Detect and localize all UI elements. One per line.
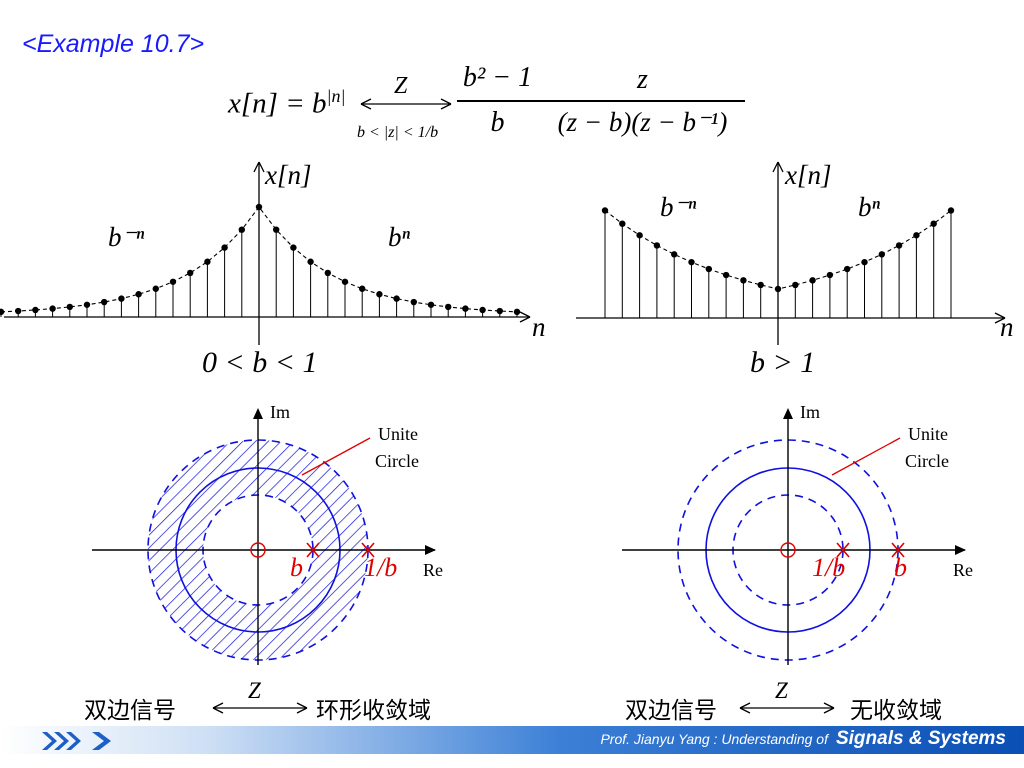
caption-left-result: 环形收敛域: [316, 698, 431, 724]
stem-point: [32, 306, 39, 314]
zplane-left-im-label: Im: [270, 402, 290, 422]
zplane-left: [80, 400, 520, 690]
unit-circle-pointer: [831, 437, 901, 476]
stem-point: [187, 269, 194, 277]
transform-formula: x[n] = b|n| Z b < |z| < 1/b b² − 1 b z (…: [0, 0, 1024, 170]
transform-arrow: [360, 98, 452, 110]
zplane-left-pole1-label: b: [290, 553, 303, 582]
stem-point: [722, 271, 730, 279]
stem-series: [601, 207, 955, 318]
zplane-right-pole1-label: 1/b: [812, 553, 846, 582]
footer-gradient-band: [0, 726, 1024, 754]
stem-point: [671, 251, 678, 258]
frac1-numerator: b² − 1: [462, 62, 533, 93]
zero-at-origin-icon: [250, 542, 266, 558]
zplane-left-re-label: Re: [423, 560, 443, 580]
plot-left-y-label: x[n]: [265, 160, 312, 190]
stem-series: [0, 203, 521, 317]
caption-right-z: Z: [775, 678, 788, 703]
plot-right-y-label: x[n]: [785, 160, 832, 190]
stem-point: [101, 298, 108, 306]
stem-plot-left: [0, 161, 531, 345]
caption-right-arrow: [739, 702, 835, 714]
zplane-left-unit-label-2: Circle: [375, 451, 419, 471]
re-axis-arrow-icon: [425, 545, 436, 555]
pole-inv-b-icon: [836, 542, 850, 558]
stem-point: [913, 232, 920, 239]
stem-point: [359, 285, 366, 292]
unit-circle-pointer: [301, 437, 371, 476]
plot-right-right-expr: bⁿ: [858, 192, 881, 222]
plot-right-condition: b > 1: [750, 346, 816, 379]
footer-prof: Prof. Jianyu Yang : Understanding of: [600, 731, 828, 747]
formula-roc: b < |z| < 1/b: [357, 124, 439, 141]
stem-point: [895, 242, 903, 249]
pole-b-icon: [891, 542, 905, 558]
stem-point: [653, 242, 661, 249]
zplane-right-im-label: Im: [800, 402, 820, 422]
envelope-dashed: [0, 206, 518, 313]
frac2-bar: [540, 100, 745, 102]
formula-lhs: x[n] = b|n|: [228, 86, 346, 120]
plot-left-left-expr: b⁻ⁿ: [108, 222, 145, 252]
slide-title: <Example 10.7>: [22, 30, 205, 58]
stem-point: [135, 291, 142, 298]
zplane-right-unit-label-1: Unite: [908, 424, 948, 444]
formula-lhs-exponent: |n|: [326, 86, 346, 106]
re-axis-arrow-icon: [955, 545, 966, 555]
zplane-right-pole2-label: b: [894, 553, 907, 582]
plot-left-right-expr: bⁿ: [388, 222, 411, 252]
footer-credit: Prof. Jianyu Yang : Understanding of Sig…: [600, 728, 1006, 750]
footer-bar: Prof. Jianyu Yang : Understanding of Sig…: [0, 726, 1024, 754]
stem-point: [496, 307, 503, 315]
roc-hatched-annulus: [80, 400, 520, 690]
plot-right-x-label: n: [1000, 312, 1014, 342]
caption-right-signal: 双边信号: [625, 698, 717, 724]
caption-left-z: Z: [248, 678, 261, 703]
stem-plot-right: [576, 161, 1006, 345]
footer-brand: Signals & Systems: [835, 728, 1006, 749]
envelope-dashed: [604, 210, 952, 290]
transform-z-label: Z: [394, 73, 408, 99]
caption-left-signal: 双边信号: [84, 698, 176, 724]
frac2-numerator: z: [637, 64, 648, 95]
pole-b-icon: [306, 542, 320, 558]
zplane-right-unit-label-2: Circle: [905, 451, 949, 471]
footer-chevrons-icon: [42, 732, 111, 750]
im-axis-arrow-icon: [253, 408, 263, 419]
frac2-denominator: (z − b)(z − b⁻¹): [557, 107, 728, 137]
im-axis-arrow-icon: [783, 408, 793, 419]
zplane-right: [622, 408, 966, 665]
stem-point: [66, 303, 74, 311]
zplane-right-re-label: Re: [953, 560, 973, 580]
caption-right-result: 无收敛域: [850, 698, 942, 724]
stem-point: [393, 295, 400, 302]
plot-left-condition: 0 < b < 1: [202, 346, 318, 379]
pole-inv-b-icon: [361, 542, 375, 558]
stem-point: [844, 265, 851, 273]
zplane-left-pole2-label: 1/b: [364, 553, 398, 582]
stem-point: [792, 281, 799, 289]
zero-at-origin-icon: [780, 542, 796, 558]
stem-point: [462, 305, 469, 312]
frac1-bar: [457, 100, 540, 102]
zplane-left-unit-label-1: Unite: [378, 424, 418, 444]
stem-point: [757, 281, 764, 289]
plot-left-x-label: n: [532, 312, 546, 342]
frac1-denominator: b: [490, 107, 505, 138]
stem-point: [427, 301, 435, 308]
plot-right-left-expr: b⁻ⁿ: [660, 192, 697, 222]
caption-left-arrow: [212, 702, 308, 714]
